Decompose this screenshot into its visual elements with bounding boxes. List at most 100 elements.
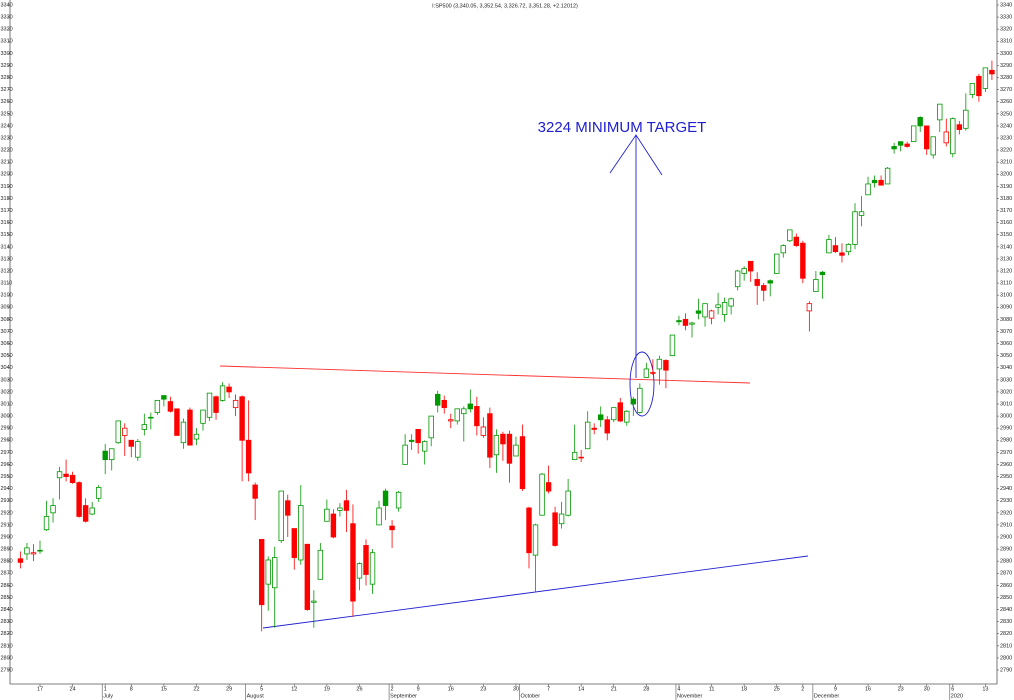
candle-body: [624, 410, 630, 423]
candle-body: [721, 302, 728, 315]
candle-body: [311, 600, 317, 603]
y-tick-label: 3040: [1, 365, 13, 371]
candle-body: [389, 525, 395, 531]
candle-body: [63, 473, 69, 477]
candle-body: [747, 260, 754, 272]
candle-body: [376, 507, 382, 526]
candle-body: [415, 428, 421, 444]
candle-body: [663, 360, 669, 371]
y2-tick-label: 3290: [1000, 63, 1012, 69]
y2-tick-label: 3210: [1000, 160, 1012, 166]
candle-body: [448, 419, 454, 422]
y-tick-label: 3030: [1, 377, 13, 383]
y-tick-label: 3230: [1, 135, 13, 141]
x-tick-label: 24: [70, 686, 76, 692]
candle-body: [532, 524, 539, 556]
y2-tick-label: 2840: [1000, 607, 1012, 613]
y2-tick-label: 3130: [1000, 256, 1012, 262]
candle-body: [363, 545, 369, 575]
candle-body: [741, 268, 747, 274]
x-tick-label: 2: [391, 686, 394, 692]
candle-body: [148, 416, 154, 419]
y-tick-label: 2850: [1, 595, 13, 601]
candle-body: [330, 513, 337, 538]
candle-body: [826, 239, 832, 254]
candle-body: [350, 523, 356, 602]
y2-tick-label: 3170: [1000, 208, 1012, 214]
candle-body: [715, 304, 721, 308]
month-label: August: [247, 693, 265, 699]
y2-tick-label: 2910: [1000, 522, 1012, 528]
y2-tick-label: 3070: [1000, 329, 1012, 335]
y-tick-label: 2940: [1, 486, 13, 492]
candle-body: [734, 270, 741, 288]
y2-tick-label: 3040: [1000, 365, 1012, 371]
month-label: December: [814, 693, 840, 699]
x-tick-label: 5: [260, 686, 263, 692]
y2-tick-label: 2930: [1000, 498, 1012, 504]
y-tick-label: 3220: [1, 148, 13, 154]
candle-body: [839, 252, 845, 256]
x-tick-label: 18: [741, 686, 747, 692]
y-tick-label: 3190: [1, 184, 13, 190]
x-tick-label: 4: [677, 686, 680, 692]
y-tick-label: 2830: [1, 619, 13, 625]
candle-body: [278, 490, 284, 542]
candle-body: [128, 439, 134, 447]
candle-body: [780, 245, 786, 254]
y-tick-label: 2970: [1, 450, 13, 456]
candle-body: [500, 433, 506, 445]
candle-body: [382, 490, 389, 506]
x-tick-label: 1: [104, 686, 107, 692]
candle-body: [395, 491, 402, 509]
y2-tick-label: 3030: [1000, 377, 1012, 383]
y-tick-label: 2950: [1, 474, 13, 480]
candle-body: [37, 549, 43, 552]
candle-body: [917, 117, 923, 127]
candle-body: [56, 471, 63, 479]
candle-body: [871, 179, 878, 184]
candle-body: [272, 557, 278, 589]
y-tick-label: 3160: [1, 220, 13, 226]
candle-body: [865, 183, 871, 196]
candle-body: [682, 318, 689, 326]
y2-tick-label: 3320: [1000, 27, 1012, 33]
y-tick-label: 3100: [1, 293, 13, 299]
candle-body: [676, 320, 682, 323]
candle-body: [598, 414, 604, 421]
y2-tick-label: 2810: [1000, 643, 1012, 649]
month-label: 2020: [951, 693, 963, 699]
candle-body: [454, 408, 460, 422]
y-tick-label: 3060: [1, 341, 13, 347]
y-tick-label: 3280: [1, 75, 13, 81]
candle-body: [963, 109, 969, 129]
y-tick-label: 3270: [1, 87, 13, 93]
candle-body: [245, 439, 252, 474]
y-tick-label: 2930: [1, 498, 13, 504]
resistance-line: [219, 365, 751, 384]
month-label: November: [677, 693, 703, 699]
candle-body: [637, 387, 643, 413]
candle-body: [167, 401, 174, 412]
y2-tick-label: 2990: [1000, 426, 1012, 432]
y2-tick-label: 2890: [1000, 547, 1012, 553]
y2-tick-label: 3010: [1000, 401, 1012, 407]
candle-body: [656, 358, 663, 370]
x-tick-label: 23: [480, 686, 486, 692]
y2-tick-label: 3250: [1000, 111, 1012, 117]
candle-body: [493, 435, 500, 456]
x-tick-label: 16: [448, 686, 454, 692]
candle-body: [513, 444, 519, 457]
x-tick-label: 15: [161, 686, 167, 692]
y2-tick-label: 3190: [1000, 184, 1012, 190]
candle-body: [43, 516, 50, 531]
candle-body: [950, 118, 956, 155]
x-tick-label: 9: [834, 686, 837, 692]
candle-body: [552, 512, 558, 546]
y2-tick-label: 3000: [1000, 414, 1012, 420]
x-tick-label: 26: [356, 686, 362, 692]
candle-body: [324, 508, 330, 522]
y-tick-label: 3010: [1, 401, 13, 407]
y-tick-label: 2960: [1, 462, 13, 468]
